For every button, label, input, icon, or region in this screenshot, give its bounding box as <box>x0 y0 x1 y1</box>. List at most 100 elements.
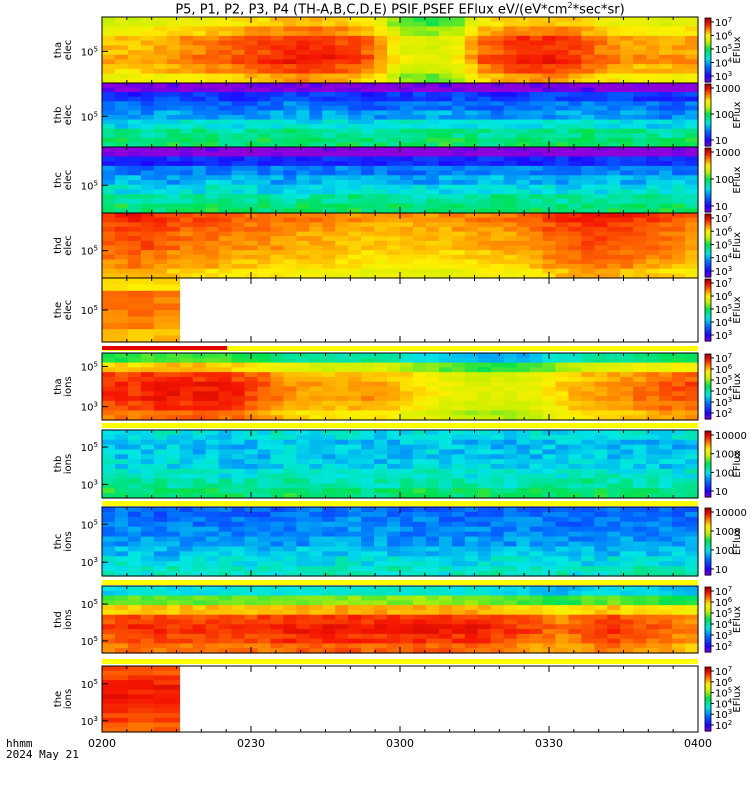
heatmap-cell <box>244 161 259 167</box>
heatmap-cell <box>568 434 582 441</box>
heatmap-cell <box>114 400 129 407</box>
heatmap-cell <box>127 566 142 572</box>
heatmap-cell <box>633 180 647 186</box>
heatmap-cell <box>581 236 595 242</box>
colorbar-swatch <box>705 292 711 296</box>
heatmap-cell <box>322 531 336 538</box>
heatmap-cell <box>620 128 634 134</box>
heatmap-cell <box>490 400 505 407</box>
heatmap-cell <box>296 259 310 265</box>
heatmap-cell <box>400 124 414 130</box>
heatmap-cell <box>166 566 181 572</box>
heatmap-cell <box>477 78 492 84</box>
heatmap-cell <box>374 165 388 172</box>
colorbar-swatch <box>705 261 711 264</box>
heatmap-cell <box>192 488 207 494</box>
heatmap-cell <box>205 566 220 572</box>
heatmap-cell <box>412 222 427 228</box>
heatmap-cell <box>114 142 129 148</box>
heatmap-cell <box>322 507 336 513</box>
heatmap-cell <box>594 478 608 485</box>
heatmap-cell <box>309 119 323 125</box>
heatmap-cell <box>140 189 155 195</box>
heatmap-cell <box>179 410 194 416</box>
heatmap-cell <box>374 213 388 219</box>
heatmap-cell <box>218 96 233 102</box>
heatmap-cell <box>102 434 116 441</box>
colorbar-swatch <box>705 360 711 363</box>
heatmap-cell <box>114 541 129 548</box>
heatmap-cell <box>179 142 194 148</box>
heatmap-cell <box>218 231 233 237</box>
heatmap-cell <box>529 68 544 75</box>
heatmap-cell <box>646 115 660 121</box>
heatmap-cell <box>594 203 608 209</box>
heatmap-cell <box>451 231 466 237</box>
heatmap-cell <box>244 137 259 144</box>
heatmap-cell <box>685 454 699 460</box>
colorbar-swatch <box>705 267 711 270</box>
heatmap-cell <box>400 50 414 56</box>
colorbar-title: EFlux <box>732 296 743 323</box>
heatmap-cell <box>659 175 673 181</box>
heatmap-cell <box>218 381 233 388</box>
heatmap-cell <box>555 415 570 421</box>
heatmap-cell <box>620 217 634 223</box>
heatmap-cell <box>503 50 518 56</box>
colorbar-swatch <box>705 87 711 90</box>
heatmap-cell <box>244 372 259 378</box>
heatmap-cell <box>153 541 168 548</box>
colorbar-swatch <box>705 40 711 43</box>
heatmap-cell <box>555 268 570 274</box>
heatmap-cell <box>685 31 699 37</box>
heatmap-cell <box>542 240 557 247</box>
heatmap-cell <box>412 240 427 247</box>
heatmap-cell <box>179 381 194 388</box>
heatmap-cell <box>477 376 492 383</box>
heatmap-cell <box>231 362 246 368</box>
heatmap-cell <box>348 415 362 421</box>
heatmap-cell <box>594 31 608 37</box>
heatmap-cell <box>166 180 181 186</box>
heatmap-cell <box>374 556 388 562</box>
heatmap-cell <box>166 189 181 195</box>
heatmap-cell <box>322 64 336 70</box>
heatmap-cell <box>633 362 647 368</box>
heatmap-cell <box>374 526 388 533</box>
heatmap-cell <box>335 231 349 237</box>
heatmap-cell <box>542 92 557 98</box>
heatmap-cell <box>503 92 518 98</box>
heatmap-cell <box>400 396 414 402</box>
heatmap-cell <box>633 142 647 148</box>
heatmap-cell <box>374 119 388 125</box>
heatmap-cell <box>568 21 582 28</box>
heatmap-cell <box>166 226 181 233</box>
heatmap-cell <box>594 405 608 412</box>
heatmap-cell <box>192 449 207 455</box>
heatmap-cell <box>270 444 284 451</box>
colorbar-swatch <box>705 94 711 97</box>
heatmap-cell <box>672 17 686 23</box>
heatmap-cell <box>335 400 349 407</box>
heatmap-cell <box>127 175 142 181</box>
heatmap-cell <box>400 434 414 441</box>
heatmap-cell <box>102 254 116 261</box>
heatmap-cell <box>659 391 673 397</box>
heatmap-cell <box>153 362 168 368</box>
heatmap-cell <box>257 194 272 200</box>
heatmap-cell <box>490 189 505 195</box>
colorbar-swatch <box>705 250 711 253</box>
heatmap-cell <box>594 137 608 144</box>
heatmap-cell <box>425 189 440 195</box>
heatmap-cell <box>633 128 647 134</box>
heatmap-cell <box>322 35 336 42</box>
heatmap-cell <box>244 250 259 256</box>
colorbar-swatch <box>705 200 711 203</box>
heatmap-cell <box>244 464 259 470</box>
heatmap-cell <box>594 353 608 359</box>
heatmap-cell <box>257 208 272 214</box>
heatmap-cell <box>127 222 142 228</box>
heatmap-cell <box>387 264 401 270</box>
heatmap-cell <box>581 87 595 93</box>
heatmap-cell <box>218 175 233 181</box>
